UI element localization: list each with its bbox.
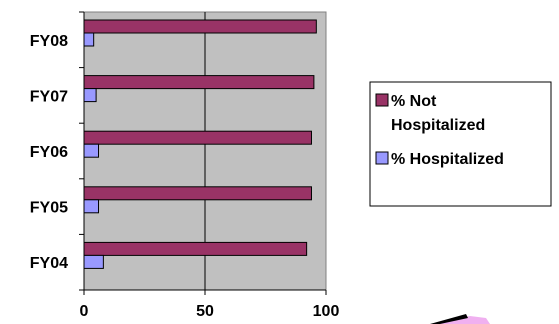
y-tick-label: FY07 <box>30 88 68 105</box>
legend-swatch-not-hospitalized <box>375 93 389 107</box>
bar-not-hospitalized-fy06 <box>83 130 312 145</box>
x-tick-label: 0 <box>80 303 89 320</box>
legend-box <box>369 81 552 207</box>
bar-hospitalized-fy04 <box>83 254 104 269</box>
x-tick-label: 100 <box>313 303 340 320</box>
y-tick-label: FY05 <box>30 200 68 217</box>
bar-hospitalized-fy08 <box>83 32 95 47</box>
legend-label-not-hospitalized: % Not Hospitalized <box>391 93 485 134</box>
legend-label-hospitalized: % Hospitalized <box>391 151 504 168</box>
legend-swatch-hospitalized <box>375 151 389 165</box>
y-tick-label: FY08 <box>30 33 68 50</box>
bar-hospitalized-fy06 <box>83 143 100 158</box>
pointer-arrow-icon <box>430 314 490 324</box>
bar-hospitalized-fy05 <box>83 199 100 214</box>
x-tick-label: 50 <box>196 303 214 320</box>
bar-not-hospitalized-fy08 <box>83 19 317 34</box>
bar-not-hospitalized-fy07 <box>83 75 315 90</box>
bar-hospitalized-fy07 <box>83 88 97 103</box>
bar-not-hospitalized-fy05 <box>83 186 312 201</box>
y-tick-label: FY06 <box>30 144 68 161</box>
bar-not-hospitalized-fy04 <box>83 241 308 256</box>
y-tick-label: FY04 <box>30 255 68 272</box>
